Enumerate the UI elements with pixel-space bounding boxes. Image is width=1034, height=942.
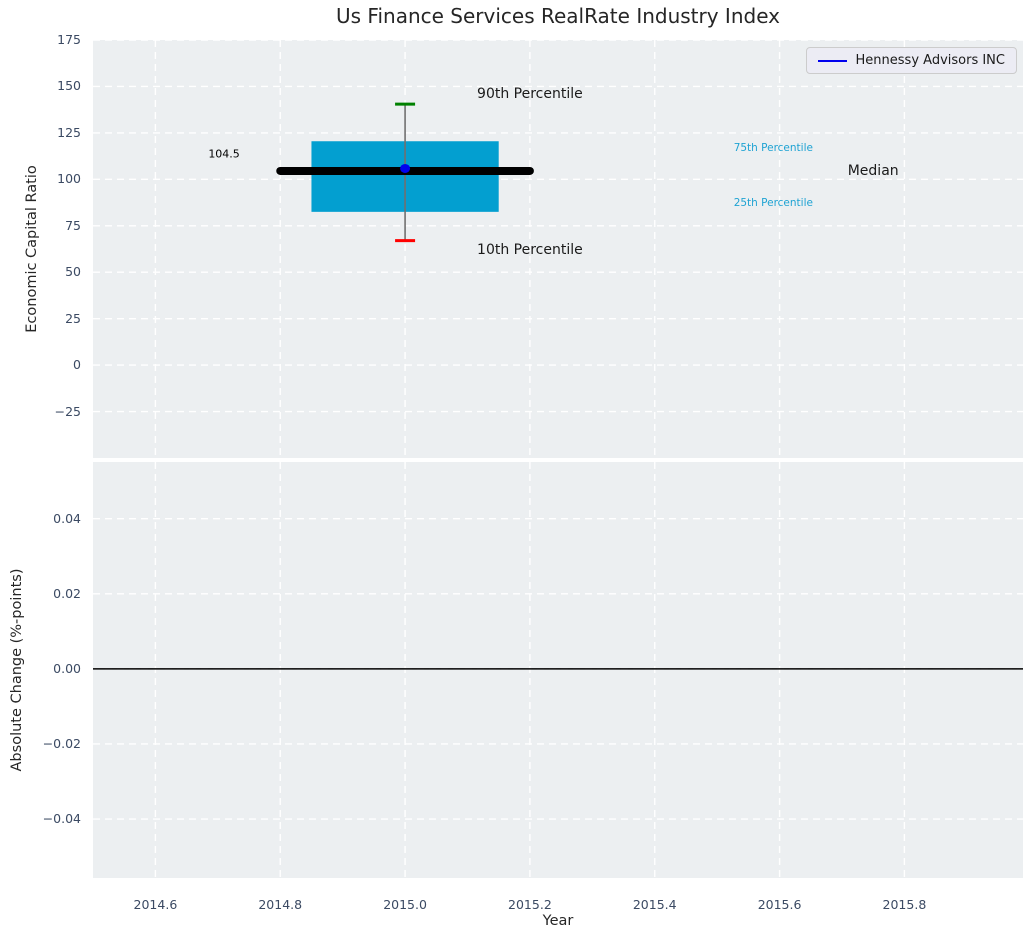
annotation-25th-percentile: 25th Percentile [733, 197, 813, 210]
y-tick-label: 25 [65, 310, 81, 326]
y-tick-label: 0.02 [53, 585, 81, 601]
legend: Hennessy Advisors INC [805, 47, 1017, 74]
annotation-median: Median [847, 162, 899, 179]
top-plot-canvas [93, 40, 1023, 458]
y-tick-label: 100 [57, 171, 81, 187]
legend-label: Hennessy Advisors INC [855, 53, 1005, 68]
y-tick-label: 0 [73, 357, 81, 373]
y-tick-label: 125 [57, 124, 81, 140]
x-axis-label: Year [542, 913, 574, 929]
y-tick-label: −25 [54, 403, 81, 419]
y-tick-label: 50 [65, 264, 81, 280]
annotation-90th-percentile: 90th Percentile [477, 85, 583, 102]
company-data-point [400, 163, 411, 173]
y-tick-label: 175 [57, 32, 81, 47]
y-tick-label: 150 [57, 78, 81, 94]
y-tick-label: 0.00 [53, 660, 81, 676]
annotation-75th-percentile: 75th Percentile [733, 141, 813, 154]
top-axes: Hennessy Advisors INC 104.5 90th Percenti… [93, 40, 1023, 458]
x-tick-label: 2014.8 [258, 897, 303, 912]
bottom-axes [93, 462, 1023, 878]
chart-title: Us Finance Services RealRate Industry In… [336, 4, 780, 28]
annotation-10th-percentile: 10th Percentile [477, 241, 583, 258]
y-tick-label: −0.04 [42, 811, 81, 827]
annotation-104-5: 104.5 [208, 147, 240, 161]
y-tick-label: 0.04 [53, 510, 81, 526]
legend-line-sample [817, 59, 847, 62]
x-tick-label: 2015.4 [632, 897, 677, 912]
x-tick-label: 2015.2 [508, 897, 552, 912]
y-tick-label: −0.02 [42, 735, 81, 751]
x-tick-label: 2014.6 [133, 897, 178, 912]
bottom-plot-canvas [93, 462, 1023, 878]
x-tick-label: 2015.6 [757, 897, 802, 912]
x-tick-label: 2015.0 [383, 897, 427, 912]
y-tick-label: 75 [65, 217, 81, 233]
y-axis-label-top: Economic Capital Ratio [24, 165, 40, 333]
x-tick-label: 2015.8 [882, 897, 927, 912]
